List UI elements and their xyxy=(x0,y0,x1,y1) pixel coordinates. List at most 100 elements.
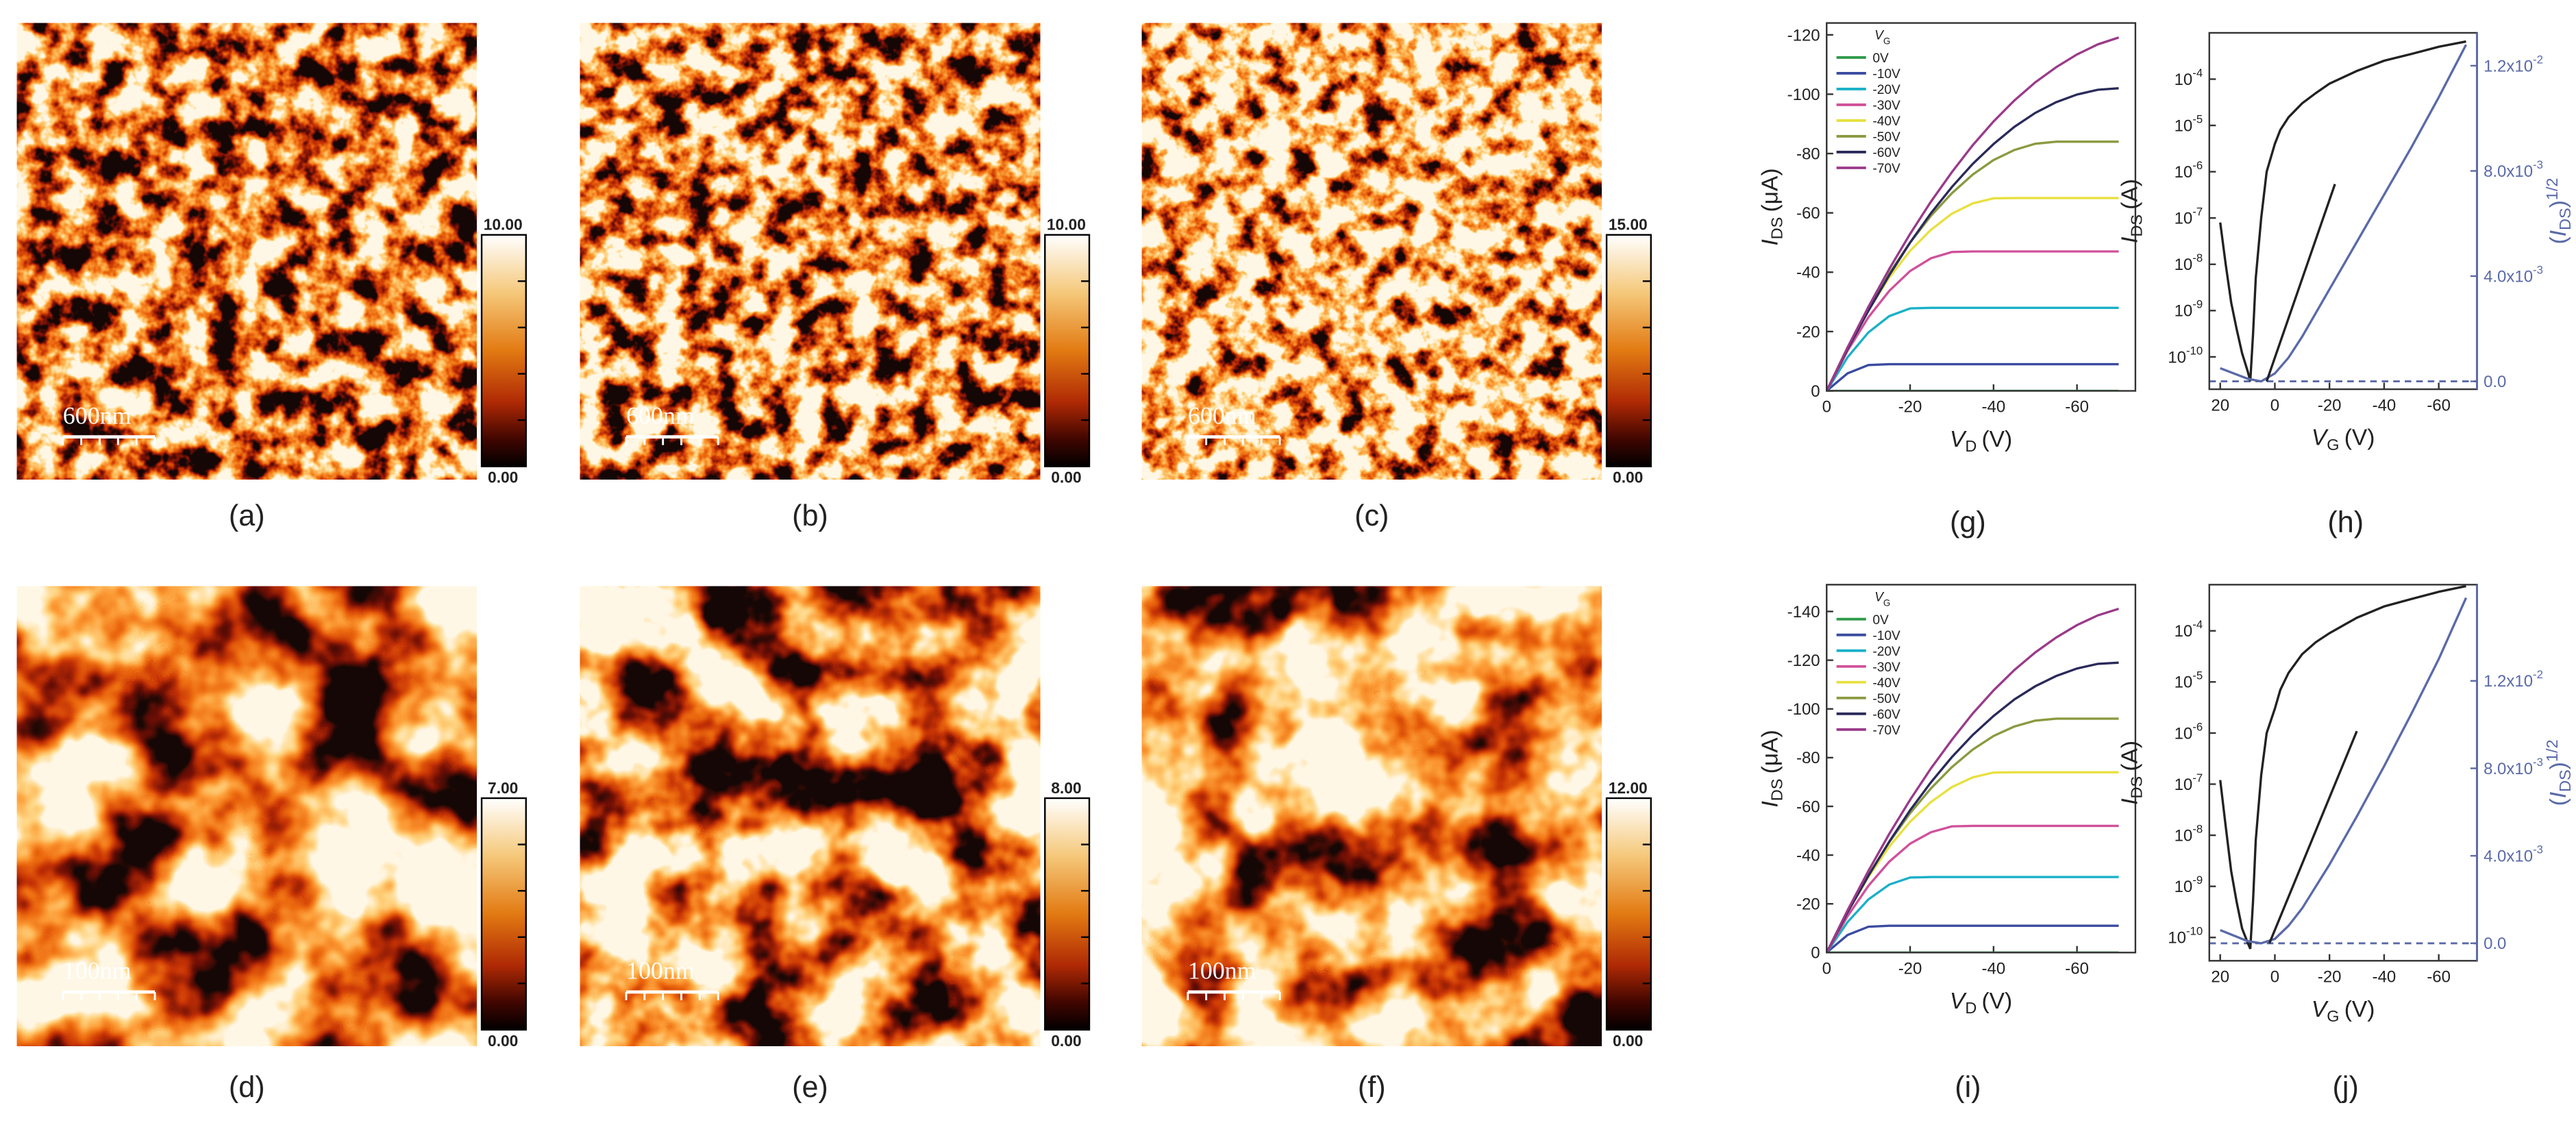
scale-bar-label: 600nm xyxy=(626,401,695,429)
tick-label: 0.0 xyxy=(2484,935,2506,953)
label-part: V xyxy=(1874,590,1885,604)
tick-label-text: 10 xyxy=(2175,878,2193,896)
legend-label: -50V xyxy=(1872,130,1900,145)
tick-label: -20 xyxy=(2318,967,2342,986)
tick-exponent: -7 xyxy=(2192,206,2203,219)
subscript: DS xyxy=(2556,208,2574,230)
label-part: (μA) xyxy=(1757,168,1783,212)
tick-label: 0 xyxy=(2270,967,2279,986)
x-axis-label: VD (V) xyxy=(1950,989,2012,1017)
scale-bar-label: 100nm xyxy=(626,957,695,985)
label-part: (V) xyxy=(2344,997,2375,1022)
data-line xyxy=(1826,306,2119,391)
subscript: DS xyxy=(2556,769,2574,792)
tick-label: 10-5 xyxy=(2175,669,2203,692)
tick-exponent: -5 xyxy=(2192,112,2203,125)
tick-exponent: -9 xyxy=(2192,874,2203,887)
label-part: (μA) xyxy=(1757,730,1783,774)
subscript: DS xyxy=(1768,778,1786,801)
tick-label: -60 xyxy=(2065,398,2089,417)
colorbar xyxy=(480,797,527,1031)
tick-label-text: 10 xyxy=(2175,210,2193,228)
plot-frame xyxy=(2208,32,2478,391)
tick-label-text: 10 xyxy=(2168,929,2186,948)
y2-axis-label: (IDS)1/2 xyxy=(2543,739,2574,806)
tick-label: -40 xyxy=(1796,846,1820,865)
tick-label: -120 xyxy=(1787,26,1820,45)
tick-exponent: -3 xyxy=(2533,843,2543,856)
panel-label: (f) xyxy=(1358,1071,1386,1104)
y-axis-label: IDS (A) xyxy=(2117,741,2145,805)
tick-label: 10-4 xyxy=(2175,66,2203,89)
panel-label: (h) xyxy=(2327,506,2364,539)
tick-label-text: 10 xyxy=(2168,348,2186,367)
label-part: I xyxy=(2546,792,2571,798)
tick-label: 10-6 xyxy=(2175,720,2203,743)
colorbar-max-label: 10.00 xyxy=(1047,216,1086,234)
scale-bar-label: 600nm xyxy=(1188,401,1256,429)
tick-label: 10-10 xyxy=(2168,925,2203,948)
colorbar-max-label: 7.00 xyxy=(488,779,518,797)
label-part: ( xyxy=(2546,798,2571,806)
label-part: I xyxy=(1757,239,1783,245)
tick-label: 10-7 xyxy=(2175,771,2203,794)
data-line xyxy=(2265,184,2336,382)
legend-label: -60V xyxy=(1872,146,1900,160)
tick-label: -60 xyxy=(2427,967,2451,986)
subscript: G xyxy=(2327,1007,2339,1025)
tick-label-text: 4.0x10 xyxy=(2484,267,2533,286)
tick-label: -40 xyxy=(1796,264,1820,282)
tick-label: 4.0x10-3 xyxy=(2484,843,2543,866)
tick-label: 10-10 xyxy=(2168,344,2203,367)
subscript: DS xyxy=(2127,776,2145,799)
tick-label: -60 xyxy=(2065,959,2089,978)
colorbar xyxy=(1605,234,1652,467)
tick-exponent: -8 xyxy=(2192,823,2203,836)
superscript: 1/2 xyxy=(2543,178,2561,201)
tick-label-text: 10 xyxy=(2175,163,2193,182)
legend-title: VG xyxy=(1874,29,1890,47)
data-line xyxy=(1826,771,2119,953)
plot-frame xyxy=(1826,584,2137,954)
tick-label: 10-8 xyxy=(2175,823,2203,845)
tick-label-text: 10 xyxy=(2175,256,2193,274)
data-line xyxy=(1826,250,2119,391)
label-part: V xyxy=(2312,425,2329,451)
legend-label: -30V xyxy=(1872,660,1900,675)
tick-label: -80 xyxy=(1796,749,1820,767)
legend-label: -70V xyxy=(1872,724,1900,738)
tick-label: 1.2x10-2 xyxy=(2484,53,2543,75)
tick-label: 0 xyxy=(1811,382,1820,401)
data-line xyxy=(1826,362,2119,391)
tick-label: 8.0x10-3 xyxy=(2484,158,2543,181)
data-line xyxy=(1826,607,2120,953)
tick-exponent: -5 xyxy=(2192,669,2203,682)
tick-label: -60 xyxy=(1796,798,1820,816)
y-axis-label: IDS (μA) xyxy=(1757,730,1785,807)
legend-label: 0V xyxy=(1872,613,1889,628)
tick-label-text: 1.2x10 xyxy=(2484,57,2533,75)
colorbar-min-label: 0.00 xyxy=(1613,469,1643,486)
label-part: (V) xyxy=(1981,989,2012,1014)
panel-label: (a) xyxy=(229,499,265,532)
label-part: I xyxy=(1757,801,1783,807)
label-part: (V) xyxy=(2344,425,2375,451)
tick-label: 10-8 xyxy=(2175,251,2203,274)
tick-label: -40 xyxy=(1982,398,2006,417)
data-line xyxy=(2219,40,2466,382)
afm-image xyxy=(1141,586,1602,1046)
afm-image xyxy=(580,23,1041,480)
superscript: 1/2 xyxy=(2543,739,2561,762)
label-part: (A) xyxy=(2117,741,2142,771)
tick-label: 0 xyxy=(1822,398,1831,417)
subscript: G xyxy=(2327,436,2339,454)
tick-label-text: 1.2x10 xyxy=(2484,672,2533,691)
panel-label: (e) xyxy=(792,1071,828,1104)
tick-label: -80 xyxy=(1796,145,1820,163)
x-axis-label: VD (V) xyxy=(1950,427,2012,455)
label-part: I xyxy=(2546,230,2571,236)
data-line xyxy=(1826,140,2119,391)
colorbar-min-label: 0.00 xyxy=(1613,1032,1643,1050)
tick-exponent: -4 xyxy=(2192,66,2203,79)
tick-label: 0 xyxy=(2270,396,2279,415)
